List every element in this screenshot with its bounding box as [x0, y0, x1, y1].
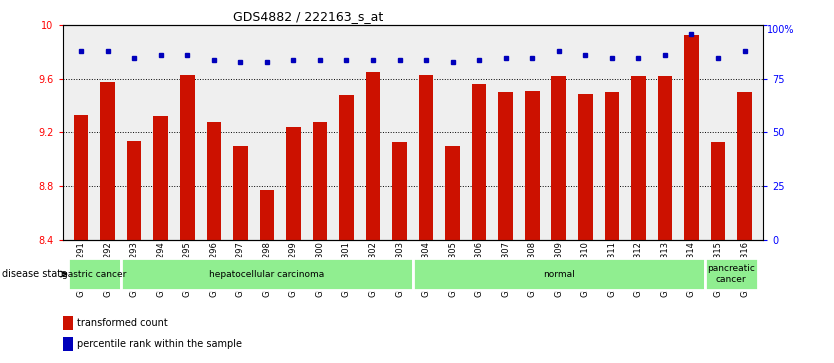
Bar	[499, 92, 513, 240]
Text: disease state: disease state	[2, 269, 67, 279]
Bar	[658, 76, 672, 240]
Bar	[705, 258, 758, 290]
Bar	[313, 122, 327, 240]
Bar	[445, 146, 460, 240]
Bar	[286, 127, 301, 240]
Bar	[631, 76, 646, 240]
Bar	[525, 91, 540, 240]
Text: hepatocellular carcinoma: hepatocellular carcinoma	[209, 270, 324, 278]
Bar	[153, 117, 168, 240]
Bar	[419, 75, 434, 240]
Bar	[551, 76, 566, 240]
Bar	[339, 95, 354, 240]
Bar	[578, 94, 593, 240]
Bar	[127, 140, 142, 240]
Text: pancreatic
cancer: pancreatic cancer	[707, 264, 756, 284]
Bar	[207, 122, 221, 240]
Text: 100%: 100%	[767, 25, 795, 36]
Bar	[63, 315, 73, 330]
Text: percentile rank within the sample: percentile rank within the sample	[77, 339, 242, 349]
Bar	[684, 35, 699, 240]
Bar	[366, 72, 380, 240]
Bar	[413, 258, 705, 290]
Bar	[737, 92, 751, 240]
Bar	[472, 84, 486, 240]
Text: normal: normal	[543, 270, 575, 278]
Bar	[74, 115, 88, 240]
Bar	[259, 190, 274, 240]
Text: gastric cancer: gastric cancer	[63, 270, 127, 278]
Text: transformed count: transformed count	[77, 318, 168, 328]
Bar	[100, 82, 115, 240]
Bar	[63, 337, 73, 351]
Bar	[392, 142, 407, 240]
Bar	[233, 146, 248, 240]
Bar	[180, 75, 194, 240]
Title: GDS4882 / 222163_s_at: GDS4882 / 222163_s_at	[233, 10, 383, 23]
Bar	[121, 258, 413, 290]
Bar	[711, 142, 726, 240]
Bar	[605, 92, 619, 240]
Bar	[68, 258, 121, 290]
